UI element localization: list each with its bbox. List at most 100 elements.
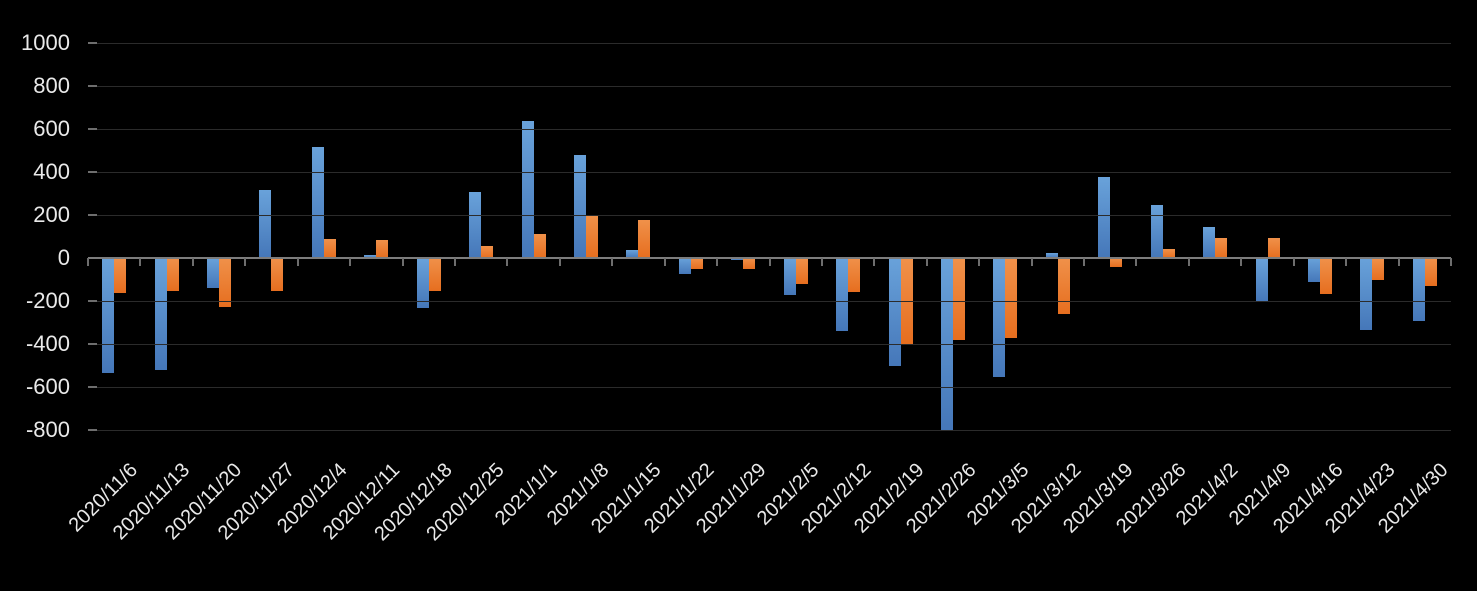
y-axis-label: 0	[57, 245, 70, 271]
gridline--200	[88, 300, 1451, 302]
orange-bar	[114, 258, 127, 293]
orange-bar	[166, 258, 179, 291]
blue-bar	[1412, 258, 1425, 321]
blue-bar	[783, 258, 796, 295]
y-axis-label: 400	[33, 159, 70, 185]
blue-bar	[1307, 258, 1320, 282]
y-axis-label: 800	[33, 73, 70, 99]
orange-bar	[428, 258, 441, 291]
blue-bar	[1098, 176, 1111, 259]
blue-bar	[416, 258, 429, 308]
x-axis-tick	[768, 258, 771, 267]
x-axis-tick	[820, 258, 823, 267]
y-axis-tick	[88, 85, 97, 88]
orange-bar	[1267, 237, 1280, 259]
blue-bar	[311, 146, 324, 259]
gridline-1000	[88, 42, 1451, 44]
orange-bar	[323, 238, 336, 259]
y-axis-tick	[88, 300, 97, 303]
x-axis-tick	[716, 258, 719, 267]
gridline--800	[88, 429, 1451, 431]
y-axis-label: 200	[33, 202, 70, 228]
blue-bar	[364, 255, 377, 259]
x-axis-tick	[453, 258, 456, 267]
blue-bar	[469, 191, 482, 259]
orange-bar	[1215, 237, 1228, 259]
x-axis-tick	[244, 258, 247, 267]
gridline-800	[88, 85, 1451, 87]
y-axis-label: -800	[25, 417, 70, 443]
x-axis-tick	[1345, 258, 1348, 267]
blue-bar	[207, 258, 220, 289]
x-axis-tick	[401, 258, 404, 267]
y-axis-tick	[88, 386, 97, 389]
x-axis-tick	[873, 258, 876, 267]
y-axis-label: 600	[33, 116, 70, 142]
orange-bar	[1057, 258, 1070, 315]
x-axis-tick	[1135, 258, 1138, 267]
x-axis-tick	[1083, 258, 1086, 267]
x-axis-tick	[296, 258, 299, 267]
blue-bar	[1150, 204, 1163, 259]
x-axis-tick	[1030, 258, 1033, 267]
x-axis-tick	[1187, 258, 1190, 267]
blue-bar	[731, 258, 744, 261]
orange-bar	[1162, 248, 1175, 259]
orange-bar	[1005, 258, 1018, 338]
orange-bar	[1424, 258, 1437, 287]
gridline-400	[88, 171, 1451, 173]
orange-bar	[1372, 258, 1385, 280]
orange-bar	[376, 240, 389, 259]
x-axis-tick	[1240, 258, 1243, 267]
orange-bar	[743, 258, 756, 270]
blue-bar	[888, 258, 901, 366]
blue-bar	[678, 258, 691, 275]
x-axis-tick	[925, 258, 928, 267]
x-axis-tick	[1450, 258, 1452, 267]
blue-bar	[836, 258, 849, 332]
gridline--400	[88, 343, 1451, 345]
y-axis-label: -600	[25, 374, 70, 400]
orange-bar	[533, 233, 546, 259]
blue-bar	[1203, 227, 1216, 259]
orange-bar	[219, 258, 232, 307]
y-axis-tick	[88, 429, 97, 432]
y-axis-tick	[88, 171, 97, 174]
blue-bar	[259, 189, 272, 259]
gridline--600	[88, 386, 1451, 388]
orange-bar	[795, 258, 808, 285]
blue-bar	[574, 155, 587, 259]
blue-bar	[521, 120, 534, 259]
x-axis-tick	[978, 258, 981, 267]
blue-bar	[626, 249, 639, 259]
blue-bar	[1045, 252, 1058, 259]
x-axis-tick	[558, 258, 561, 267]
x-axis-tick	[506, 258, 509, 267]
orange-bar	[638, 219, 651, 259]
gridline-200	[88, 214, 1451, 216]
y-axis-label: -400	[25, 331, 70, 357]
x-axis-tick	[87, 258, 89, 267]
orange-bar	[1110, 258, 1123, 267]
x-axis-tick	[611, 258, 614, 267]
x-axis-tick	[349, 258, 352, 267]
x-axis-tick	[1292, 258, 1295, 267]
orange-bar	[586, 215, 599, 259]
blue-bar	[154, 258, 167, 371]
blue-bar	[1255, 258, 1268, 303]
orange-bar	[1319, 258, 1332, 294]
x-axis-tick	[191, 258, 194, 267]
x-axis-tick	[139, 258, 142, 267]
y-axis-tick	[88, 343, 97, 346]
y-axis-label: 1000	[21, 30, 70, 56]
y-axis-tick	[88, 128, 97, 131]
blue-bar	[1360, 258, 1373, 331]
y-axis-label: -200	[25, 288, 70, 314]
orange-bar	[481, 246, 494, 259]
orange-bar	[271, 258, 284, 291]
orange-bar	[690, 258, 703, 270]
